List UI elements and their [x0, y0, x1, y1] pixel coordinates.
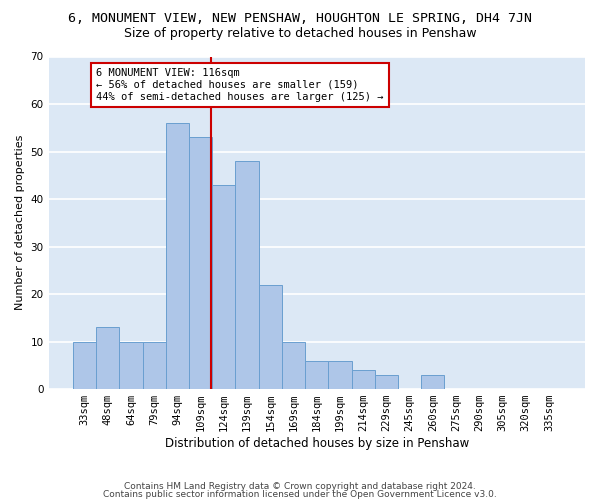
Y-axis label: Number of detached properties: Number of detached properties: [15, 135, 25, 310]
Text: Size of property relative to detached houses in Penshaw: Size of property relative to detached ho…: [124, 28, 476, 40]
Bar: [305, 360, 328, 389]
Text: 6, MONUMENT VIEW, NEW PENSHAW, HOUGHTON LE SPRING, DH4 7JN: 6, MONUMENT VIEW, NEW PENSHAW, HOUGHTON …: [68, 12, 532, 26]
Bar: [421, 375, 445, 389]
Bar: [212, 185, 235, 389]
Text: Contains HM Land Registry data © Crown copyright and database right 2024.: Contains HM Land Registry data © Crown c…: [124, 482, 476, 491]
Bar: [119, 342, 143, 389]
Text: 6 MONUMENT VIEW: 116sqm
← 56% of detached houses are smaller (159)
44% of semi-d: 6 MONUMENT VIEW: 116sqm ← 56% of detache…: [96, 68, 383, 102]
Bar: [96, 328, 119, 389]
Bar: [282, 342, 305, 389]
Bar: [328, 360, 352, 389]
Bar: [259, 284, 282, 389]
Bar: [143, 342, 166, 389]
Bar: [166, 123, 189, 389]
Text: Contains public sector information licensed under the Open Government Licence v3: Contains public sector information licen…: [103, 490, 497, 499]
Bar: [189, 138, 212, 389]
X-axis label: Distribution of detached houses by size in Penshaw: Distribution of detached houses by size …: [164, 437, 469, 450]
Bar: [375, 375, 398, 389]
Bar: [352, 370, 375, 389]
Bar: [73, 342, 96, 389]
Bar: [235, 161, 259, 389]
